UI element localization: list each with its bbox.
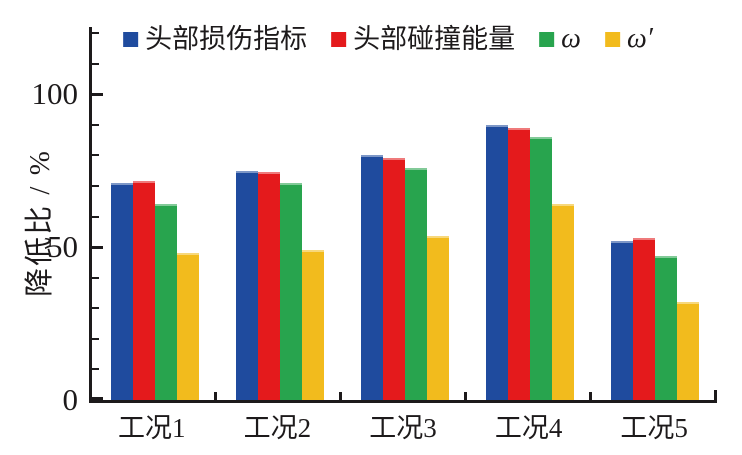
bar xyxy=(257,172,280,400)
y-axis-tick-label: 0 xyxy=(62,382,79,417)
bar xyxy=(110,182,133,400)
x-axis-category-label: 工况2 xyxy=(243,413,312,443)
y-axis-minor-tick xyxy=(92,337,99,340)
y-axis-major-tick xyxy=(92,93,103,97)
y-axis-title: 降低比 / % xyxy=(24,149,56,297)
legend-label: 头部碰撞能量 xyxy=(353,24,516,54)
legend-item: ω′ xyxy=(604,23,653,54)
x-axis-category-label: 工况5 xyxy=(620,413,688,443)
x-axis-tick xyxy=(214,392,217,400)
y-axis-minor-tick xyxy=(92,184,99,187)
bar xyxy=(404,167,427,400)
bar xyxy=(382,158,405,400)
bar xyxy=(235,170,258,400)
y-axis-minor-tick xyxy=(92,32,99,35)
bar xyxy=(551,204,574,400)
bar xyxy=(529,137,552,400)
legend-item: 头部碰撞能量 xyxy=(331,24,515,54)
bar xyxy=(154,204,177,400)
bar xyxy=(176,253,199,400)
y-axis-tick-label: 50 xyxy=(47,229,78,265)
bar-group xyxy=(235,170,324,400)
x-axis-labels: 工况1 工况2 工况3 工况4 工况5 xyxy=(89,406,717,445)
bar xyxy=(301,250,324,400)
bar xyxy=(132,181,155,400)
y-axis-minor-tick xyxy=(92,276,99,279)
legend-swatch-icon xyxy=(604,31,620,47)
y-axis-minor-tick xyxy=(92,154,99,157)
y-axis-major-tick xyxy=(92,397,103,400)
bar xyxy=(279,182,302,400)
y-axis-minor-tick xyxy=(92,368,99,371)
y-axis-minor-tick xyxy=(92,307,99,310)
legend-swatch-icon xyxy=(331,31,347,47)
y-axis-major-tick xyxy=(92,246,103,250)
bar-group xyxy=(360,155,449,400)
bar-group xyxy=(610,237,699,400)
bar-group xyxy=(485,124,574,400)
x-axis-tick xyxy=(714,390,717,400)
legend-item: 头部损伤指标 xyxy=(123,24,307,54)
bar xyxy=(485,124,508,400)
bar xyxy=(676,302,699,400)
legend: 头部损伤指标 头部碰撞能量 ω ω′ xyxy=(123,24,653,54)
bar xyxy=(632,237,655,400)
legend-swatch-icon xyxy=(539,31,555,47)
x-axis-category-label: 工况3 xyxy=(369,413,437,443)
bar xyxy=(507,127,530,400)
legend-label: ω xyxy=(561,23,581,54)
bar-group xyxy=(110,181,199,400)
bar xyxy=(654,256,677,400)
bar xyxy=(426,236,449,400)
x-axis-tick xyxy=(339,392,342,400)
x-axis-category-label: 工况1 xyxy=(118,413,186,443)
legend-label: ω′ xyxy=(626,23,653,54)
bar xyxy=(610,241,633,400)
bar xyxy=(360,155,383,400)
legend-swatch-icon xyxy=(123,31,139,47)
y-axis-minor-tick xyxy=(92,62,99,65)
legend-item: ω xyxy=(539,24,581,54)
x-axis-tick xyxy=(589,392,592,400)
y-axis-minor-tick xyxy=(92,123,99,126)
legend-label: 头部损伤指标 xyxy=(145,24,308,54)
x-axis-category-label: 工况4 xyxy=(494,413,563,443)
x-axis-tick xyxy=(464,392,467,400)
y-axis-minor-tick xyxy=(92,215,99,218)
y-axis-tick-label: 100 xyxy=(31,76,79,112)
plot-area xyxy=(89,27,717,403)
